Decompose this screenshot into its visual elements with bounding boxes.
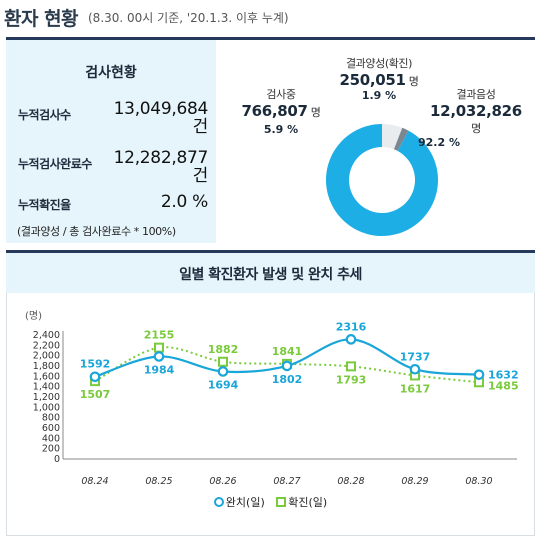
- y-tick-label: 800: [42, 413, 60, 424]
- circle-marker-icon: [213, 497, 224, 507]
- donut-slice-negative: [326, 124, 438, 236]
- legend-item-recovered[interactable]: 완치(일): [213, 494, 265, 510]
- confirmed-data-label: 1793: [336, 373, 367, 386]
- x-tick-label: 08.26: [209, 476, 236, 487]
- confirmed-data-label: 2155: [144, 329, 175, 342]
- completed-tests-unit: 건: [192, 166, 209, 186]
- x-tick-label: 08.29: [401, 476, 428, 487]
- y-tick-label: 1,400: [33, 382, 60, 393]
- daily-trend-panel: 일별 확진환자 발생 및 완치 추세 (명) 2,400 2,200 2,000 1,8…: [6, 250, 535, 536]
- page-title: 환자 현황: [4, 8, 79, 30]
- chart-legend: 완치(일) 확진(일): [7, 494, 534, 510]
- y-tick-label: 1,000: [33, 402, 60, 413]
- positive-percent: 1.9 %: [361, 89, 397, 102]
- y-tick-label: 1,600: [33, 371, 60, 382]
- test-summary-box: 검사현황 누적검사수 13,049,684 건 누적검사완료수 12,282,8…: [6, 40, 216, 243]
- confirmed-data-label: 1841: [272, 345, 303, 358]
- y-tick-label: 400: [42, 433, 60, 444]
- x-tick-label: 08.27: [273, 476, 300, 487]
- recovered-data-label: 1802: [272, 373, 303, 386]
- cumulative-tests-label: 누적검사수: [18, 108, 71, 122]
- confirmed-point: [218, 356, 228, 367]
- testing-percent: 5.9 %: [263, 123, 299, 136]
- testing-name: 검사중: [266, 88, 296, 101]
- recovered-point: [217, 366, 229, 377]
- donut-slice-testing: [382, 124, 403, 150]
- chart-title-bar: 일별 확진환자 발생 및 완치 추세: [6, 253, 535, 293]
- recovered-point: [409, 363, 421, 375]
- legend-item-confirmed[interactable]: 확진(일): [276, 494, 327, 510]
- y-axis-label: (명): [25, 310, 42, 322]
- y-tick-label: 1,200: [33, 392, 60, 403]
- confirmed-point: [154, 342, 164, 353]
- positive-rate-value: 2.0 %: [160, 192, 208, 212]
- recovered-point: [281, 360, 293, 372]
- x-tick-label: 08.25: [145, 476, 172, 487]
- recovered-point: [345, 334, 357, 345]
- negative-label-group: 결과음성 12,032,826 명 92.2 %: [418, 86, 534, 149]
- y-tick-label: 2,000: [33, 351, 60, 362]
- test-summary-title: 검사현황: [85, 65, 137, 81]
- daily-trend-chart-svg: (명) 2,4002,2002,0001,8001,6001,4001,2001,…: [25, 310, 519, 487]
- y-tick-label: 600: [42, 423, 60, 434]
- positive-name: 결과양성(확진): [345, 57, 413, 70]
- completed-tests-row: 누적검사완료수 12,282,877 건: [18, 149, 208, 189]
- negative-percent: 92.2 %: [418, 136, 460, 149]
- donut-slice-positive: [393, 127, 409, 151]
- recovered-data-label: 1694: [208, 378, 239, 391]
- cumulative-tests-row: 누적검사수 13,049,684 건: [18, 100, 208, 140]
- daily-trend-chart: (명) 2,400 2,200 2,000 1,800 1,600 1,400 1,200 1,…: [6, 293, 535, 536]
- y-tick-label: 1,800: [33, 361, 60, 372]
- recovered-data-label: 1592: [80, 358, 111, 371]
- confirmed-data-label: 1507: [80, 388, 111, 401]
- y-tick-label: 0: [54, 454, 60, 465]
- testing-label-group: 검사중 766,807 명 5.9 %: [226, 86, 336, 136]
- positive-rate-row: 누적확진율 2.0 %: [18, 193, 208, 213]
- recovered-data-label: 1984: [144, 363, 175, 376]
- page-header: 환자 현황 (8.30. 00시 기준, '20.1.3. 이후 누계): [0, 0, 541, 36]
- confirmed-data-label: 1882: [208, 343, 239, 356]
- page-subtitle: (8.30. 00시 기준, '20.1.3. 이후 누계): [88, 11, 289, 25]
- completed-tests-value: 12,282,877 건: [113, 148, 209, 186]
- confirmed-data-label: 1485: [488, 379, 519, 392]
- y-tick-label: 2,200: [33, 340, 60, 351]
- cumulative-tests-unit: 건: [192, 117, 209, 137]
- completed-tests-label: 누적검사완료수: [18, 157, 92, 171]
- test-status-panel: 검사현황 누적검사수 13,049,684 건 누적검사완료수 12,282,8…: [6, 37, 535, 243]
- recovered-data-label: 1737: [400, 350, 431, 363]
- negative-count: 12,032,826: [430, 102, 522, 120]
- positive-label-group: 결과양성(확진) 250,051 명 1.9 %: [324, 55, 434, 102]
- recovered-point: [153, 351, 165, 362]
- recovered-point: [89, 371, 101, 383]
- recovered-data-label: 2316: [336, 320, 367, 333]
- confirmed-point: [346, 361, 356, 372]
- cumulative-tests-value: 13,049,684 건: [113, 99, 209, 137]
- confirmed-data-label: 1617: [400, 382, 431, 395]
- negative-unit: 명: [471, 122, 481, 135]
- y-tick-label: 2,400: [33, 330, 60, 341]
- y-tick-label: 200: [42, 444, 60, 455]
- test-result-donut-area: 검사중 766,807 명 5.9 % 결과양성(확진) 250,051 명 1.9…: [216, 40, 535, 243]
- positive-rate-label: 누적확진율: [18, 198, 71, 212]
- recovered-data-label: 1632: [488, 369, 519, 382]
- x-tick-label: 08.30: [465, 476, 492, 487]
- recovered-point: [473, 369, 485, 380]
- x-tick-label: 08.28: [337, 476, 364, 487]
- positive-rate-formula-note: (결과양성 / 총 검사완료수 * 100%): [17, 225, 176, 238]
- positive-count: 250,051 명: [339, 71, 419, 89]
- testing-count: 766,807 명: [241, 102, 321, 120]
- square-marker-icon: [276, 497, 287, 507]
- chart-title: 일별 확진환자 발생 및 완치 추세: [179, 267, 362, 283]
- negative-name: 결과음성: [456, 88, 496, 101]
- x-tick-label: 08.24: [81, 476, 108, 487]
- test-result-donut-chart: [326, 124, 438, 236]
